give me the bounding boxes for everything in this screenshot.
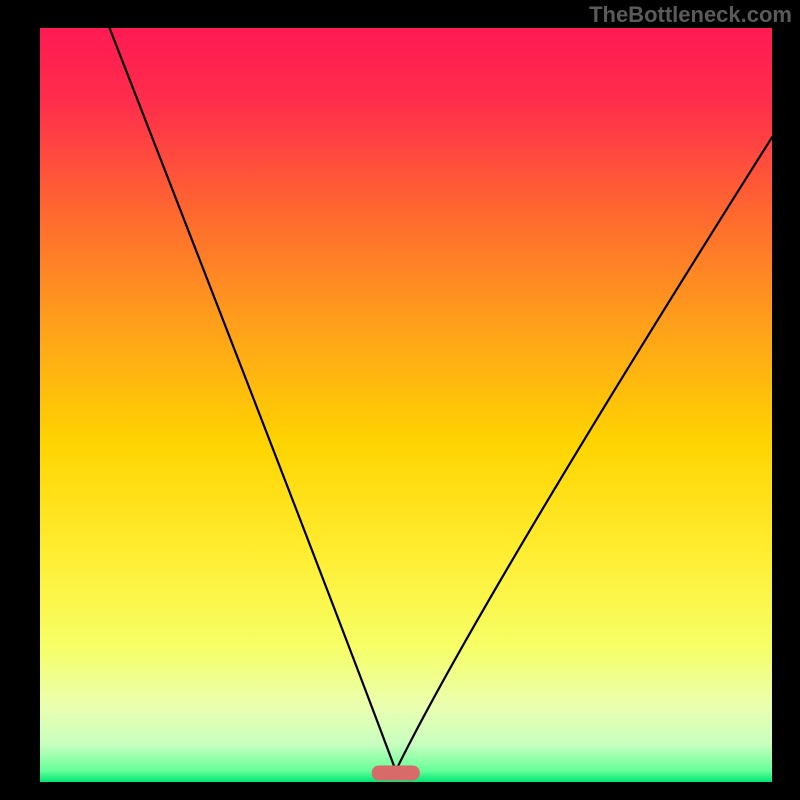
chart-root: TheBottleneck.com (0, 0, 800, 800)
watermark-text: TheBottleneck.com (589, 2, 792, 28)
optimal-marker (372, 765, 420, 780)
chart-background (40, 28, 772, 782)
chart-svg (0, 0, 800, 800)
